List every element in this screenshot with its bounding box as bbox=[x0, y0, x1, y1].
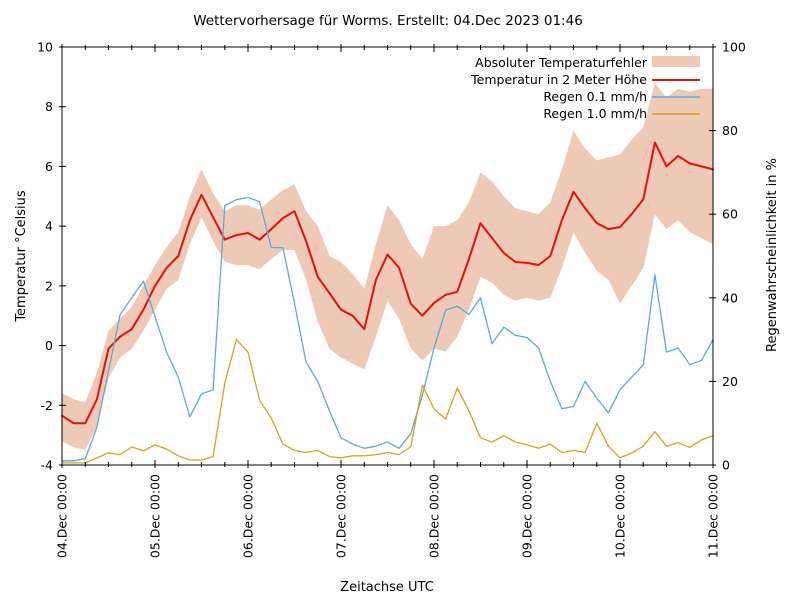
y-left-tick-label: 0 bbox=[45, 338, 53, 353]
chart-title: Wettervorhersage für Worms. Erstellt: 04… bbox=[193, 13, 583, 29]
x-tick-label: 05.Dec 00:00 bbox=[148, 474, 163, 558]
y-left-tick-label: 4 bbox=[45, 219, 53, 234]
x-tick-label: 10.Dec 00:00 bbox=[613, 474, 628, 558]
series-band-absoluter-temperaturfehler bbox=[62, 82, 713, 451]
x-axis-title: Zeitachse UTC bbox=[340, 580, 434, 595]
legend-swatch-absoluter-temperaturfehler bbox=[652, 56, 700, 67]
y-left-tick-label: 10 bbox=[37, 40, 53, 55]
x-tick-label: 09.Dec 00:00 bbox=[520, 474, 535, 558]
y-left-tick-label: 6 bbox=[45, 159, 53, 174]
x-tick-label: 08.Dec 00:00 bbox=[427, 474, 442, 558]
x-tick-label: 11.Dec 00:00 bbox=[706, 474, 721, 558]
legend-label-regen-1-0-mm-h: Regen 1.0 mm/h bbox=[543, 106, 647, 121]
series-line-temperatur-in-2-meter-h-he bbox=[61, 141, 714, 425]
y-left-tick-label: -4 bbox=[41, 458, 54, 473]
series-line-regen-1-0-mm-h bbox=[61, 338, 714, 464]
legend-label-temperatur-in-2-meter-h-he: Temperatur in 2 Meter Höhe bbox=[470, 72, 647, 87]
y-left-axis-title: Temperatur °Celsius bbox=[14, 190, 29, 323]
y-left-tick-label: -2 bbox=[41, 398, 53, 413]
y-right-tick-label: 100 bbox=[722, 40, 746, 55]
y-left-tick-label: 8 bbox=[45, 99, 53, 114]
y-left-tick-label: 2 bbox=[45, 278, 53, 293]
x-tick-label: 04.Dec 00:00 bbox=[55, 474, 70, 558]
y-right-tick-label: 60 bbox=[722, 207, 738, 222]
y-right-tick-label: 80 bbox=[722, 123, 738, 138]
legend-label-absoluter-temperaturfehler: Absoluter Temperaturfehler bbox=[475, 55, 648, 70]
series-line-regen-0-1-mm-h bbox=[61, 196, 714, 462]
y-right-tick-label: 0 bbox=[722, 458, 730, 473]
y-right-axis-title: Regenwahrscheinlichkeit in % bbox=[765, 158, 780, 352]
x-tick-label: 06.Dec 00:00 bbox=[241, 474, 256, 558]
legend-label-regen-0-1-mm-h: Regen 0.1 mm/h bbox=[543, 89, 647, 104]
x-tick-label: 07.Dec 00:00 bbox=[334, 474, 349, 558]
y-right-tick-label: 20 bbox=[722, 374, 738, 389]
y-right-tick-label: 40 bbox=[722, 290, 738, 305]
